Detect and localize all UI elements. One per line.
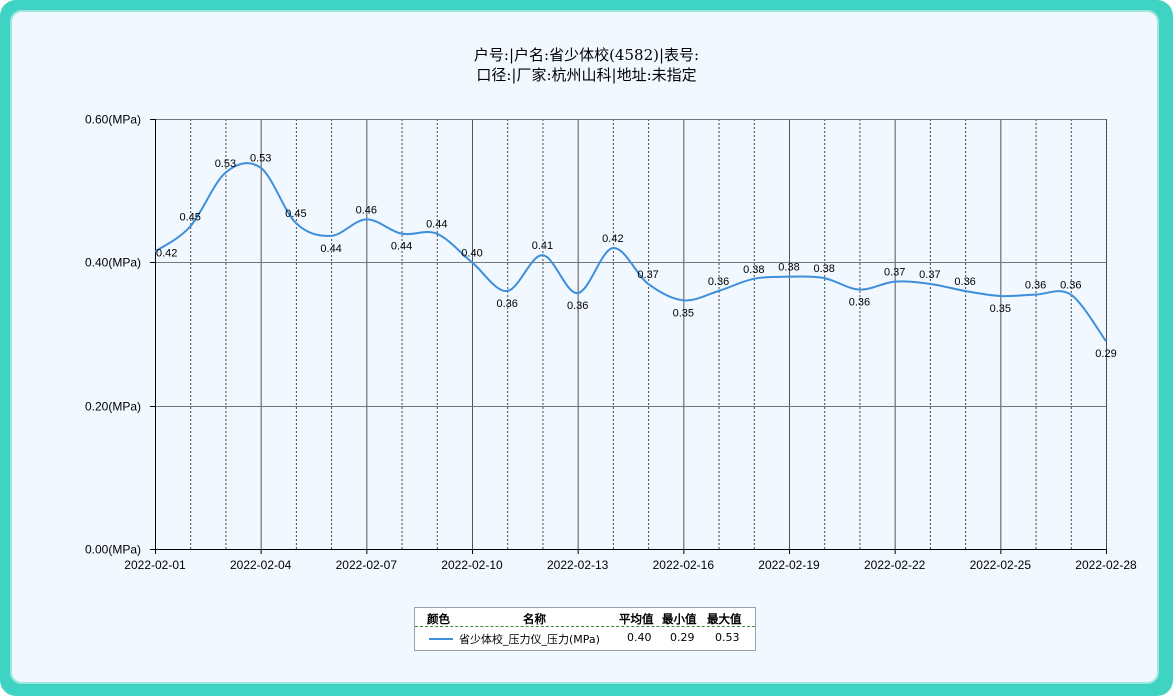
legend-header: 颜色 名称 平均值 最小值 最大值: [415, 608, 755, 627]
y-tick-label: 0.00(MPa): [85, 543, 141, 557]
x-tick-label: 2022-02-13: [547, 558, 609, 572]
series-line: [154, 162, 1107, 342]
data-label: 0.46: [356, 204, 377, 216]
data-label: 0.36: [849, 297, 870, 309]
data-label: 0.41: [532, 240, 553, 252]
x-tick-label: 2022-02-07: [336, 558, 398, 572]
legend-min-value: 0.29: [670, 631, 695, 644]
legend-table: 颜色 名称 平均值 最小值 最大值 省少体校_压力仪_压力(MPa) 0.40 …: [414, 607, 756, 651]
data-label: 0.53: [250, 153, 271, 165]
data-label: 0.53: [215, 158, 236, 170]
data-label: 0.44: [426, 219, 447, 231]
chart-title-line2: 口径:|厂家:杭州山科|地址:未指定: [476, 66, 697, 84]
data-label: 0.35: [990, 303, 1011, 315]
chart-panel: [10, 10, 1159, 684]
y-tick-label: 0.60(MPa): [85, 113, 141, 127]
legend-series-name: 省少体校_压力仪_压力(MPa): [459, 633, 600, 646]
data-label: 0.45: [285, 208, 306, 220]
data-label: 0.38: [743, 264, 764, 276]
data-label: 0.29: [1095, 348, 1116, 360]
data-label: 0.42: [156, 248, 177, 260]
data-label: 0.36: [567, 300, 588, 312]
data-label: 0.36: [708, 276, 729, 288]
legend-header-max: 最大值: [707, 612, 742, 626]
data-label: 0.38: [814, 263, 835, 275]
x-tick-label: 2022-02-25: [970, 558, 1032, 572]
data-label: 0.37: [637, 269, 658, 281]
legend-header-min: 最小值: [662, 612, 697, 626]
x-tick-label: 2022-02-04: [230, 558, 292, 572]
legend-header-color: 颜色: [427, 612, 450, 626]
x-tick-label: 2022-02-16: [653, 558, 715, 572]
legend-row: 省少体校_压力仪_压力(MPa) 0.40 0.29 0.53: [415, 628, 755, 648]
data-label: 0.37: [884, 267, 905, 279]
data-label: 0.36: [1025, 280, 1046, 292]
x-tick-label: 2022-02-10: [441, 558, 503, 572]
legend-header-name: 名称: [523, 612, 546, 626]
chart-title-line1: 户号:|户名:省少体校(4582)|表号:: [473, 46, 700, 64]
data-label: 0.40: [461, 247, 482, 259]
data-label: 0.36: [954, 276, 975, 288]
legend-header-avg: 平均值: [619, 612, 654, 626]
x-tick-label: 2022-02-28: [1075, 558, 1137, 572]
x-tick-label: 2022-02-22: [864, 558, 926, 572]
data-label: 0.37: [919, 269, 940, 281]
data-label: 0.44: [391, 241, 412, 253]
data-label: 0.36: [1060, 280, 1081, 292]
data-label: 0.42: [602, 233, 623, 245]
x-tick-label: 2022-02-19: [758, 558, 820, 572]
legend-avg-value: 0.40: [627, 631, 652, 644]
y-tick-label: 0.20(MPa): [85, 400, 141, 414]
x-tick-label: 2022-02-01: [124, 558, 186, 572]
data-label: 0.38: [778, 262, 799, 274]
y-tick-label: 0.40(MPa): [85, 256, 141, 270]
legend-swatch: [429, 638, 453, 640]
data-label: 0.35: [673, 307, 694, 319]
legend-max-value: 0.53: [715, 631, 740, 644]
data-label: 0.44: [320, 243, 341, 255]
data-label: 0.45: [180, 212, 201, 224]
data-label: 0.36: [497, 298, 518, 310]
